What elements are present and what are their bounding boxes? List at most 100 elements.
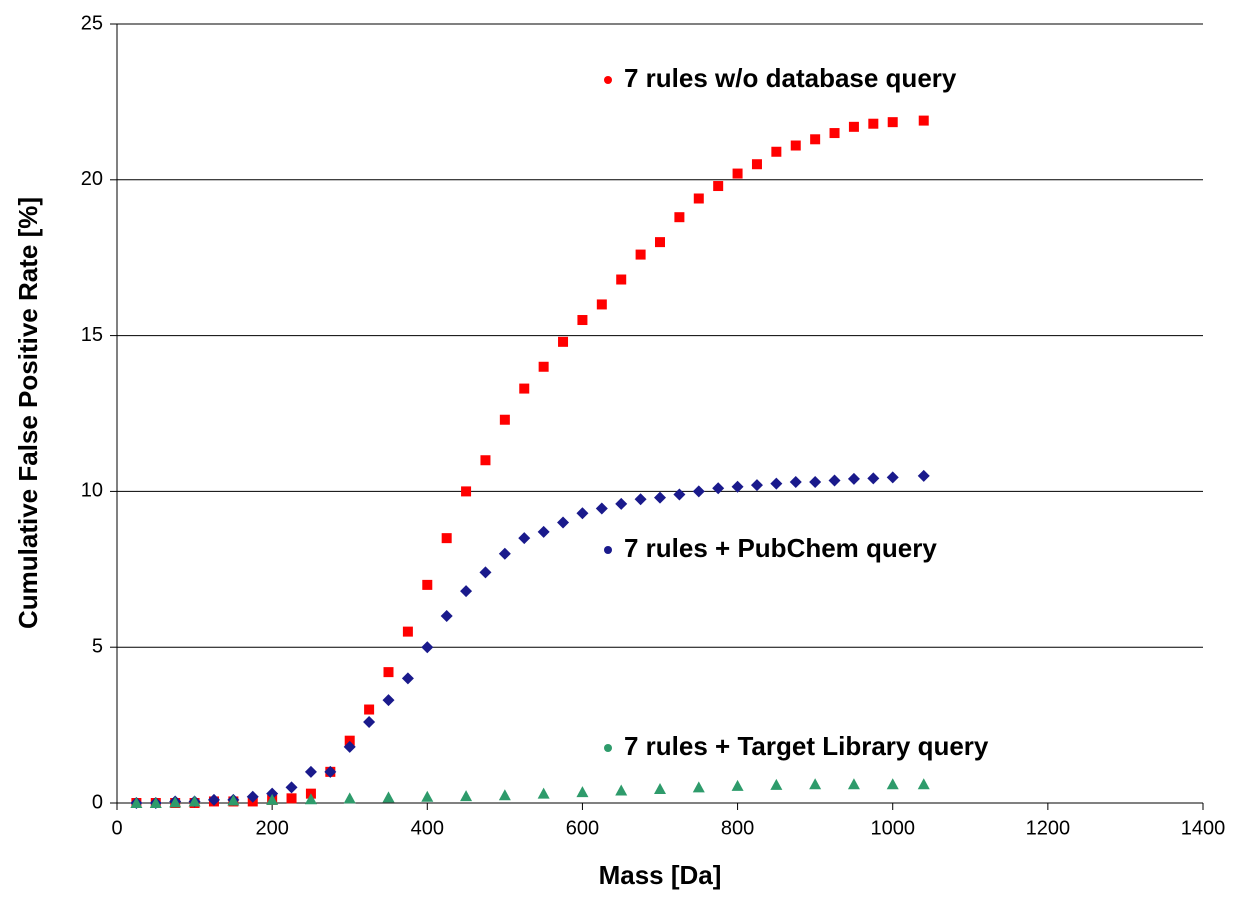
point — [732, 168, 743, 179]
legend-text: 7 rules + PubChem query — [624, 533, 937, 563]
point — [422, 579, 433, 590]
point — [596, 299, 607, 310]
point — [401, 672, 414, 685]
point — [461, 486, 472, 497]
point — [304, 765, 317, 778]
point — [343, 792, 356, 804]
point — [868, 118, 879, 129]
point — [537, 525, 550, 538]
point — [886, 778, 899, 790]
point — [518, 532, 531, 545]
point — [538, 361, 549, 372]
point — [693, 193, 704, 204]
point — [829, 128, 840, 139]
point — [635, 249, 646, 260]
y-tick-label: 15 — [81, 324, 103, 346]
point — [731, 480, 744, 493]
point — [382, 694, 395, 707]
point — [616, 274, 627, 285]
point — [770, 778, 783, 790]
y-tick-label: 5 — [92, 635, 103, 657]
x-tick-label: 200 — [255, 817, 288, 839]
y-tick-label: 25 — [81, 12, 103, 34]
point — [673, 488, 686, 501]
point — [917, 469, 930, 482]
point — [713, 181, 724, 192]
point — [207, 793, 220, 806]
point — [479, 566, 492, 579]
point — [751, 159, 762, 170]
point — [130, 797, 143, 808]
point — [828, 474, 841, 487]
point — [460, 585, 473, 598]
point — [266, 787, 279, 800]
point — [654, 491, 666, 504]
point — [809, 778, 822, 790]
point — [480, 455, 491, 466]
point — [557, 516, 570, 529]
point — [615, 497, 628, 510]
point — [576, 786, 589, 798]
point — [286, 793, 297, 804]
point — [789, 476, 802, 489]
x-tick-label: 600 — [566, 817, 599, 839]
legend-marker — [604, 744, 612, 752]
point — [887, 117, 898, 128]
legend-text: 7 rules + Target Library query — [624, 731, 989, 761]
point — [421, 790, 434, 802]
point — [558, 336, 569, 347]
point — [402, 626, 413, 637]
y-tick-label: 10 — [81, 480, 103, 502]
point — [847, 472, 860, 485]
x-tick-label: 800 — [721, 817, 754, 839]
y-axis-title: Cumulative False Positive Rate [%] — [13, 197, 43, 629]
point — [188, 795, 201, 807]
point — [918, 115, 929, 126]
point — [304, 793, 317, 805]
point — [364, 704, 375, 715]
legend-marker — [604, 546, 612, 554]
point — [674, 212, 685, 223]
point — [383, 667, 394, 678]
point — [227, 794, 240, 806]
point — [498, 789, 511, 801]
point — [770, 477, 783, 490]
point — [441, 533, 452, 544]
point — [809, 476, 822, 489]
x-tick-label: 1200 — [1026, 817, 1071, 839]
point — [847, 778, 860, 790]
point — [440, 610, 453, 623]
point — [810, 134, 821, 145]
point — [595, 502, 608, 515]
legend-marker — [604, 76, 612, 84]
point — [655, 237, 665, 248]
point — [692, 781, 705, 793]
x-tick-label: 0 — [111, 817, 122, 839]
y-tick-label: 20 — [81, 168, 103, 190]
point — [577, 315, 588, 326]
point — [692, 485, 705, 498]
point — [382, 791, 395, 803]
point — [917, 778, 930, 790]
point — [324, 765, 337, 778]
point — [285, 781, 298, 794]
x-tick-label: 1400 — [1181, 817, 1226, 839]
point — [867, 472, 880, 485]
point — [848, 121, 859, 132]
y-tick-label: 0 — [92, 791, 103, 813]
point — [246, 790, 259, 803]
legend-text: 7 rules w/o database query — [624, 63, 957, 93]
point — [519, 383, 530, 394]
point — [460, 790, 473, 802]
point — [790, 140, 801, 151]
x-axis-title: Mass [Da] — [599, 860, 722, 890]
point — [634, 493, 647, 506]
point — [343, 740, 356, 753]
point — [363, 715, 376, 728]
point — [537, 787, 550, 799]
point — [149, 797, 162, 808]
point — [344, 735, 355, 746]
point — [576, 507, 589, 520]
